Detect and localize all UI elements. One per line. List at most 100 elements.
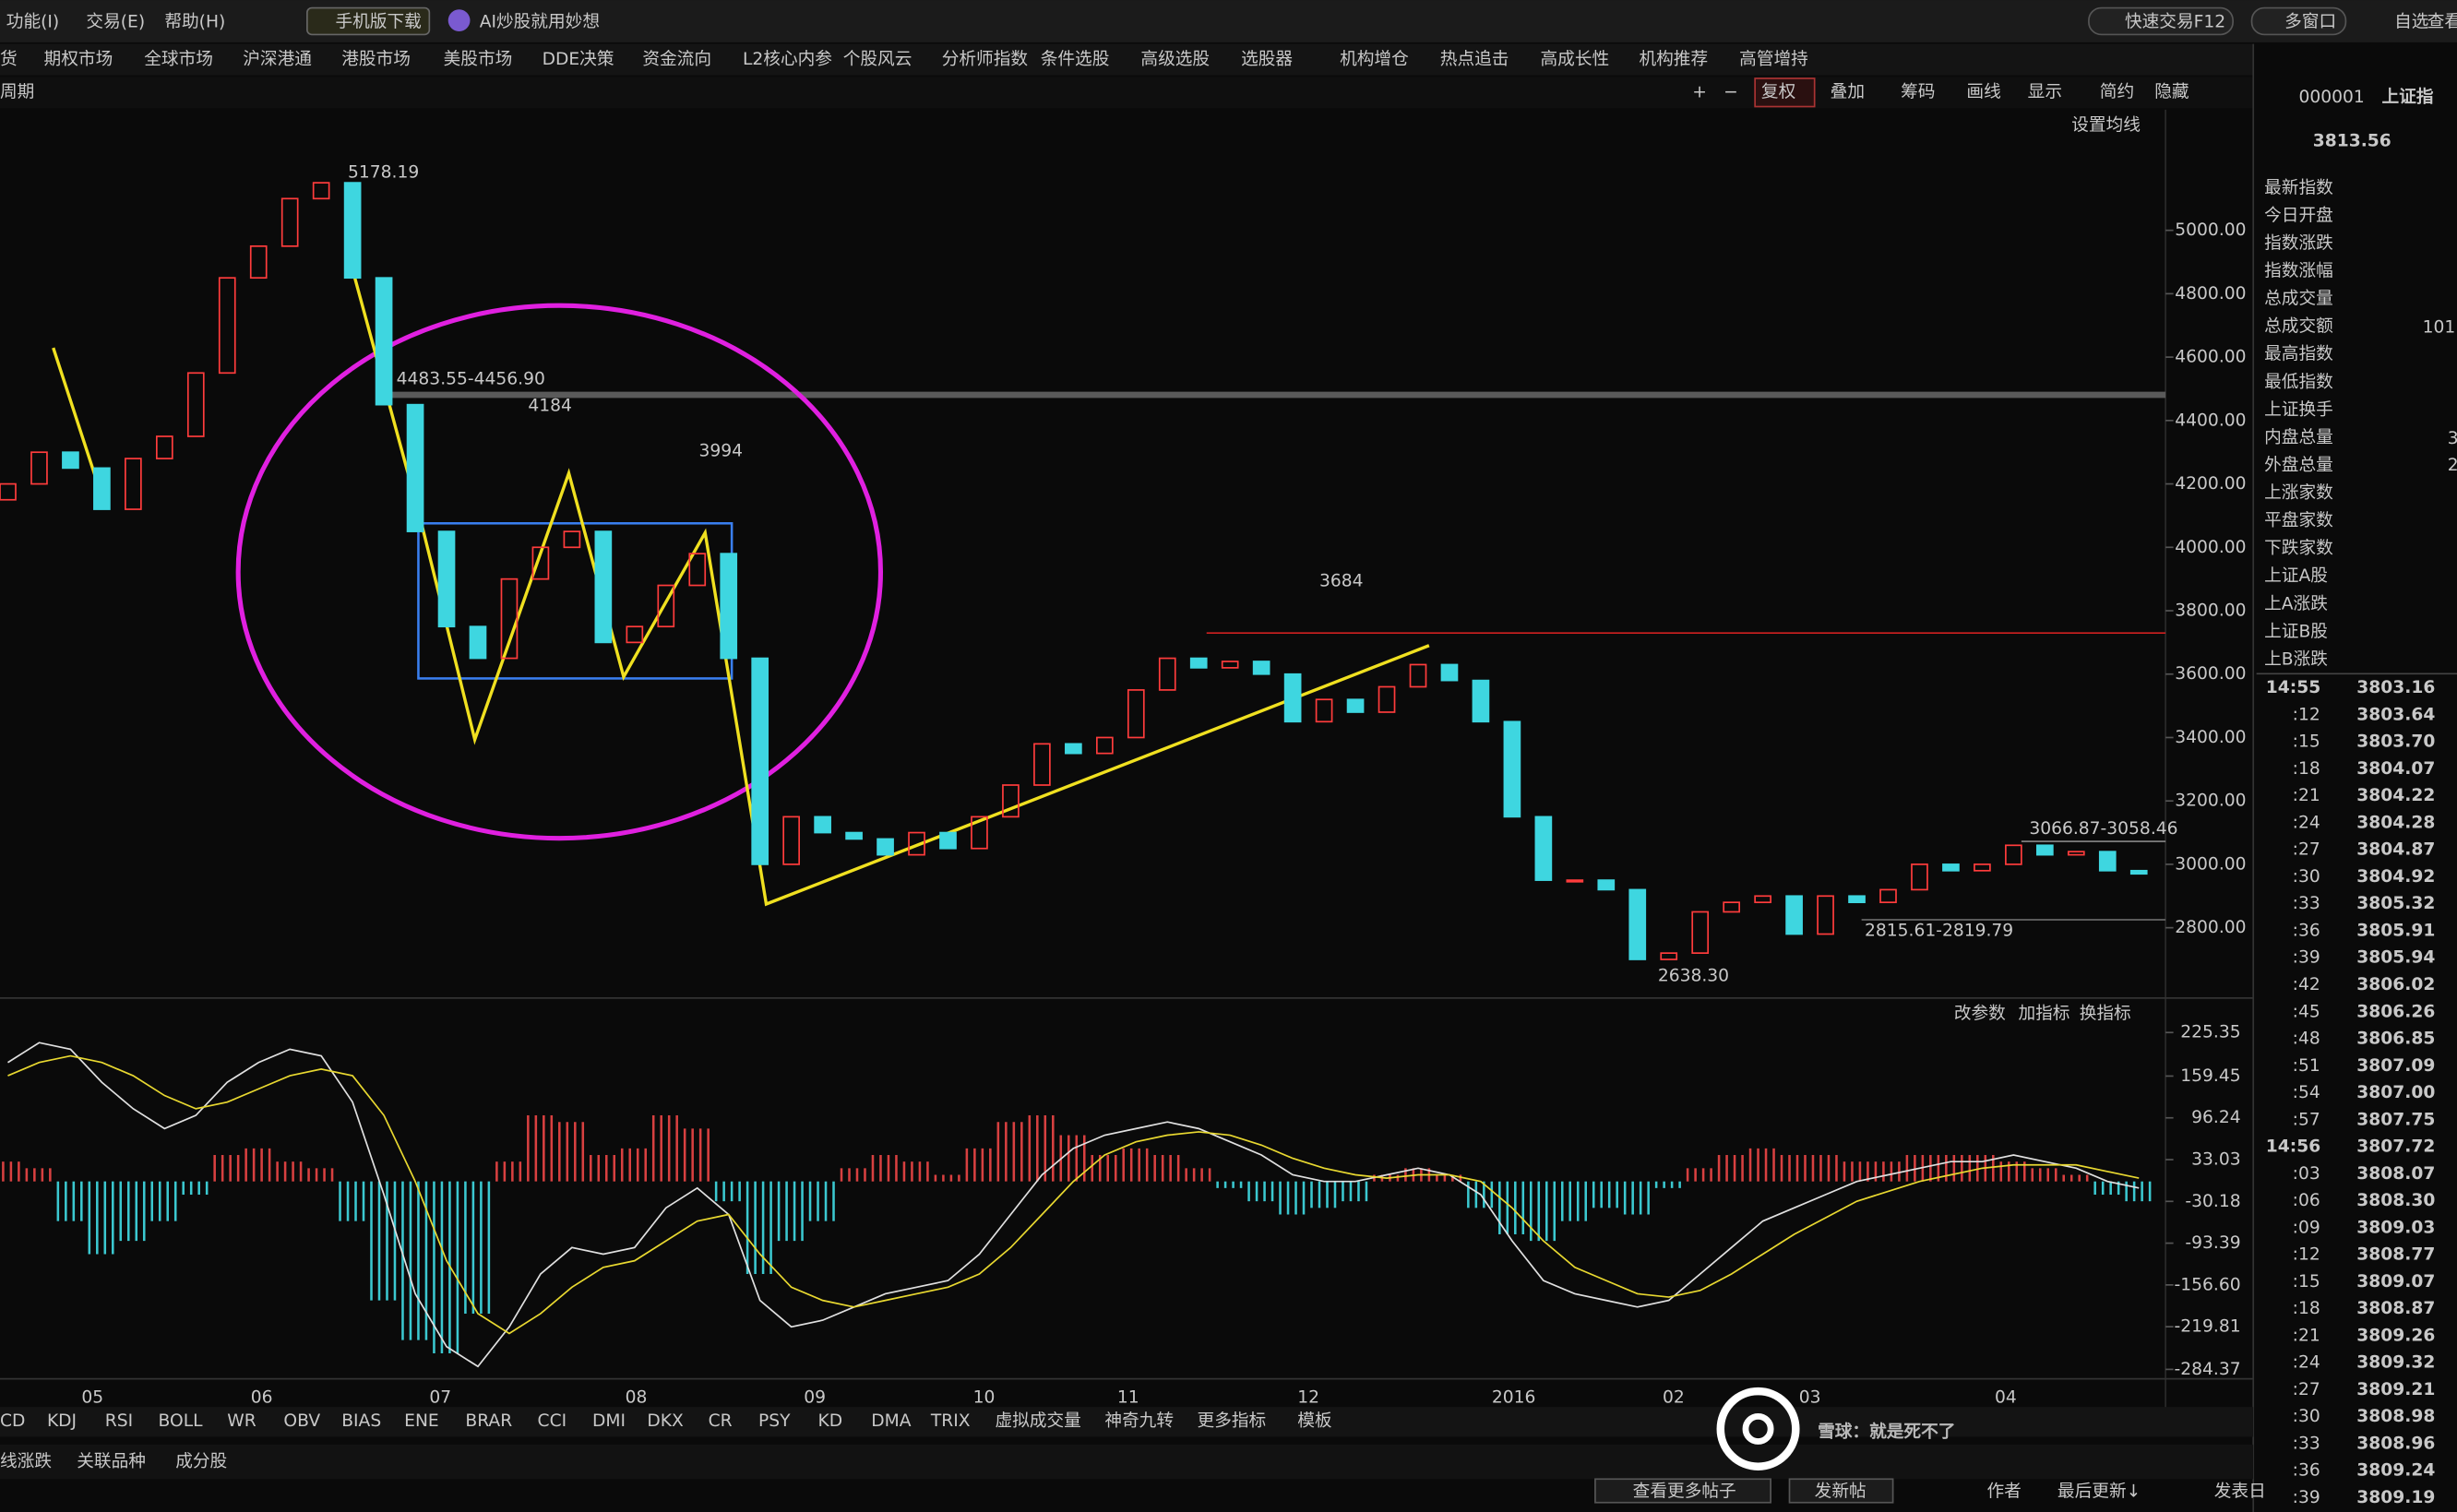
nav-item[interactable]: 个股风云 bbox=[843, 50, 912, 69]
indicator-action[interactable]: 加指标 bbox=[2018, 1004, 2069, 1023]
nav-item[interactable]: 期权市场 bbox=[44, 50, 113, 69]
candle bbox=[2005, 844, 2022, 865]
nav-item[interactable]: 条件选股 bbox=[1041, 50, 1110, 69]
candle bbox=[2067, 851, 2085, 856]
candle bbox=[500, 577, 519, 660]
zoom-out[interactable]: − bbox=[1723, 83, 1738, 102]
indicator-tab[interactable]: CCI bbox=[538, 1411, 567, 1431]
indicator-action[interactable]: 换指标 bbox=[2080, 1004, 2131, 1023]
more-posts[interactable]: 查看更多帖子 bbox=[1633, 1482, 1736, 1501]
indicator-tab[interactable]: BRAR bbox=[465, 1411, 512, 1431]
candle bbox=[2035, 844, 2054, 856]
indicator-tab[interactable]: WR bbox=[227, 1411, 256, 1431]
tool-button[interactable]: 画线 bbox=[1966, 83, 2000, 102]
ma-setting[interactable]: 设置均线 bbox=[2071, 115, 2141, 135]
bottom-tab[interactable]: 关联品种 bbox=[77, 1452, 146, 1471]
quote-label: 最新指数 bbox=[2264, 178, 2333, 197]
menu-item[interactable]: 交易(E) bbox=[86, 12, 145, 31]
tick-price: 3809.03 bbox=[2356, 1218, 2435, 1237]
fuquan-button[interactable] bbox=[1754, 77, 1816, 108]
quick-trade-button[interactable] bbox=[2088, 6, 2234, 36]
nav-item[interactable]: 热点追击 bbox=[1440, 50, 1509, 69]
bottom-bar bbox=[0, 1444, 2254, 1480]
menu-item[interactable]: 帮助(H) bbox=[164, 12, 225, 31]
indicator-tab[interactable]: RSI bbox=[105, 1411, 133, 1431]
indicator-tab[interactable]: ENE bbox=[404, 1411, 439, 1431]
more-posts-button[interactable] bbox=[1594, 1478, 1771, 1504]
mobile-download[interactable]: 手机版下载 bbox=[335, 12, 421, 31]
nav-item[interactable]: 高级选股 bbox=[1140, 50, 1210, 69]
tick-price: 3808.30 bbox=[2356, 1191, 2435, 1210]
mobile-button[interactable] bbox=[306, 6, 431, 36]
menu-item[interactable]: 功能(I) bbox=[6, 12, 59, 31]
x-tick-label: 05 bbox=[81, 1387, 103, 1407]
watchlist[interactable]: 自选 bbox=[2394, 12, 2429, 31]
indicator-tab[interactable]: 虚拟成交量 bbox=[995, 1411, 1080, 1431]
tool-button[interactable]: 显示 bbox=[2028, 83, 2062, 102]
tool-button[interactable]: 筹码 bbox=[1901, 83, 1935, 102]
indicator-tab[interactable]: CD bbox=[0, 1411, 25, 1431]
candle bbox=[375, 277, 393, 406]
ai-link[interactable]: AI炒股就用妙想 bbox=[480, 12, 600, 31]
indicator-tab[interactable]: DMI bbox=[592, 1411, 626, 1431]
nav-item[interactable]: 全球市场 bbox=[144, 50, 213, 69]
nav-item[interactable]: L2核心内参 bbox=[743, 50, 832, 69]
tool-button[interactable]: 复权 bbox=[1761, 83, 1796, 102]
indicator-tab[interactable]: BOLL bbox=[159, 1411, 204, 1431]
nav-item[interactable]: 美股市场 bbox=[444, 50, 513, 69]
stock-name: 上证指 bbox=[2381, 87, 2433, 107]
price-mark: 2815.61-2819.79 bbox=[1865, 921, 2013, 940]
tool-button[interactable]: 隐藏 bbox=[2154, 83, 2189, 102]
nav-item[interactable]: 机构增仓 bbox=[1340, 50, 1409, 69]
indicator-tab[interactable]: CR bbox=[709, 1411, 733, 1431]
new-post[interactable]: 发新帖 bbox=[1815, 1482, 1867, 1501]
bottom-tab[interactable]: 线涨跌 bbox=[0, 1452, 52, 1471]
indicator-tab[interactable]: KD bbox=[818, 1411, 843, 1431]
indicator-tab[interactable]: TRIX bbox=[930, 1411, 971, 1431]
y-tick-label: 96.24 bbox=[2191, 1108, 2240, 1127]
indicator-tab[interactable]: 更多指标 bbox=[1198, 1411, 1267, 1431]
tick-time: :03 bbox=[2293, 1164, 2320, 1184]
candle bbox=[939, 831, 957, 850]
period[interactable]: 周期 bbox=[0, 83, 34, 102]
indicator-tab[interactable]: DKX bbox=[647, 1411, 684, 1431]
tick-price: 3804.28 bbox=[2356, 813, 2435, 832]
nav-item[interactable]: 沪深港通 bbox=[243, 50, 312, 69]
quote-label: 总成交量 bbox=[2264, 290, 2333, 309]
candle bbox=[437, 530, 456, 628]
indicator-tab[interactable]: BIAS bbox=[341, 1411, 381, 1431]
multi-window[interactable]: 多窗口 bbox=[2284, 12, 2336, 31]
tool-button[interactable]: 叠加 bbox=[1831, 83, 1865, 102]
tick-time: :24 bbox=[2293, 1353, 2320, 1373]
indicator-tab[interactable]: 模板 bbox=[1297, 1411, 1332, 1431]
last-update[interactable]: 最后更新↓ bbox=[2057, 1482, 2141, 1501]
quote-label: 指数涨跌 bbox=[2264, 233, 2333, 253]
nav-item[interactable]: DDE决策 bbox=[543, 50, 614, 69]
nav-item[interactable]: 选股器 bbox=[1241, 50, 1293, 69]
indicator-tab[interactable]: DMA bbox=[871, 1411, 911, 1431]
indicator-tab[interactable]: OBV bbox=[283, 1411, 320, 1431]
quote-label: 下跌家数 bbox=[2264, 539, 2333, 558]
indicator-tab[interactable]: PSY bbox=[758, 1411, 791, 1431]
y-tick-label: -93.39 bbox=[2185, 1233, 2240, 1253]
nav-item[interactable]: 高管增持 bbox=[1739, 50, 1808, 69]
tick-price: 3808.96 bbox=[2356, 1434, 2435, 1453]
tool-button[interactable]: 简约 bbox=[2100, 83, 2134, 102]
indicator-tab[interactable]: 神奇九转 bbox=[1104, 1411, 1174, 1431]
nav-item[interactable]: 高成长性 bbox=[1540, 50, 1609, 69]
view[interactable]: 查看 bbox=[2427, 12, 2457, 31]
nav-item[interactable]: 货 bbox=[0, 50, 18, 69]
indicator-tab[interactable]: KDJ bbox=[47, 1411, 77, 1431]
new-post-button[interactable] bbox=[1788, 1478, 1894, 1504]
nav-item[interactable]: 机构推荐 bbox=[1639, 50, 1708, 69]
quick-trade[interactable]: 快速交易F12 bbox=[2125, 12, 2225, 31]
indicator-action[interactable]: 改参数 bbox=[1954, 1004, 2006, 1023]
annotation: 3684 bbox=[1319, 572, 1364, 591]
nav-item[interactable]: 分析师指数 bbox=[942, 50, 1029, 69]
bottom-tab[interactable]: 成分股 bbox=[175, 1452, 227, 1471]
zoom-in[interactable]: + bbox=[1692, 83, 1707, 102]
multi-window-button[interactable] bbox=[2250, 6, 2347, 36]
nav-item[interactable]: 资金流向 bbox=[642, 50, 711, 69]
nav-item[interactable]: 港股市场 bbox=[341, 50, 411, 69]
